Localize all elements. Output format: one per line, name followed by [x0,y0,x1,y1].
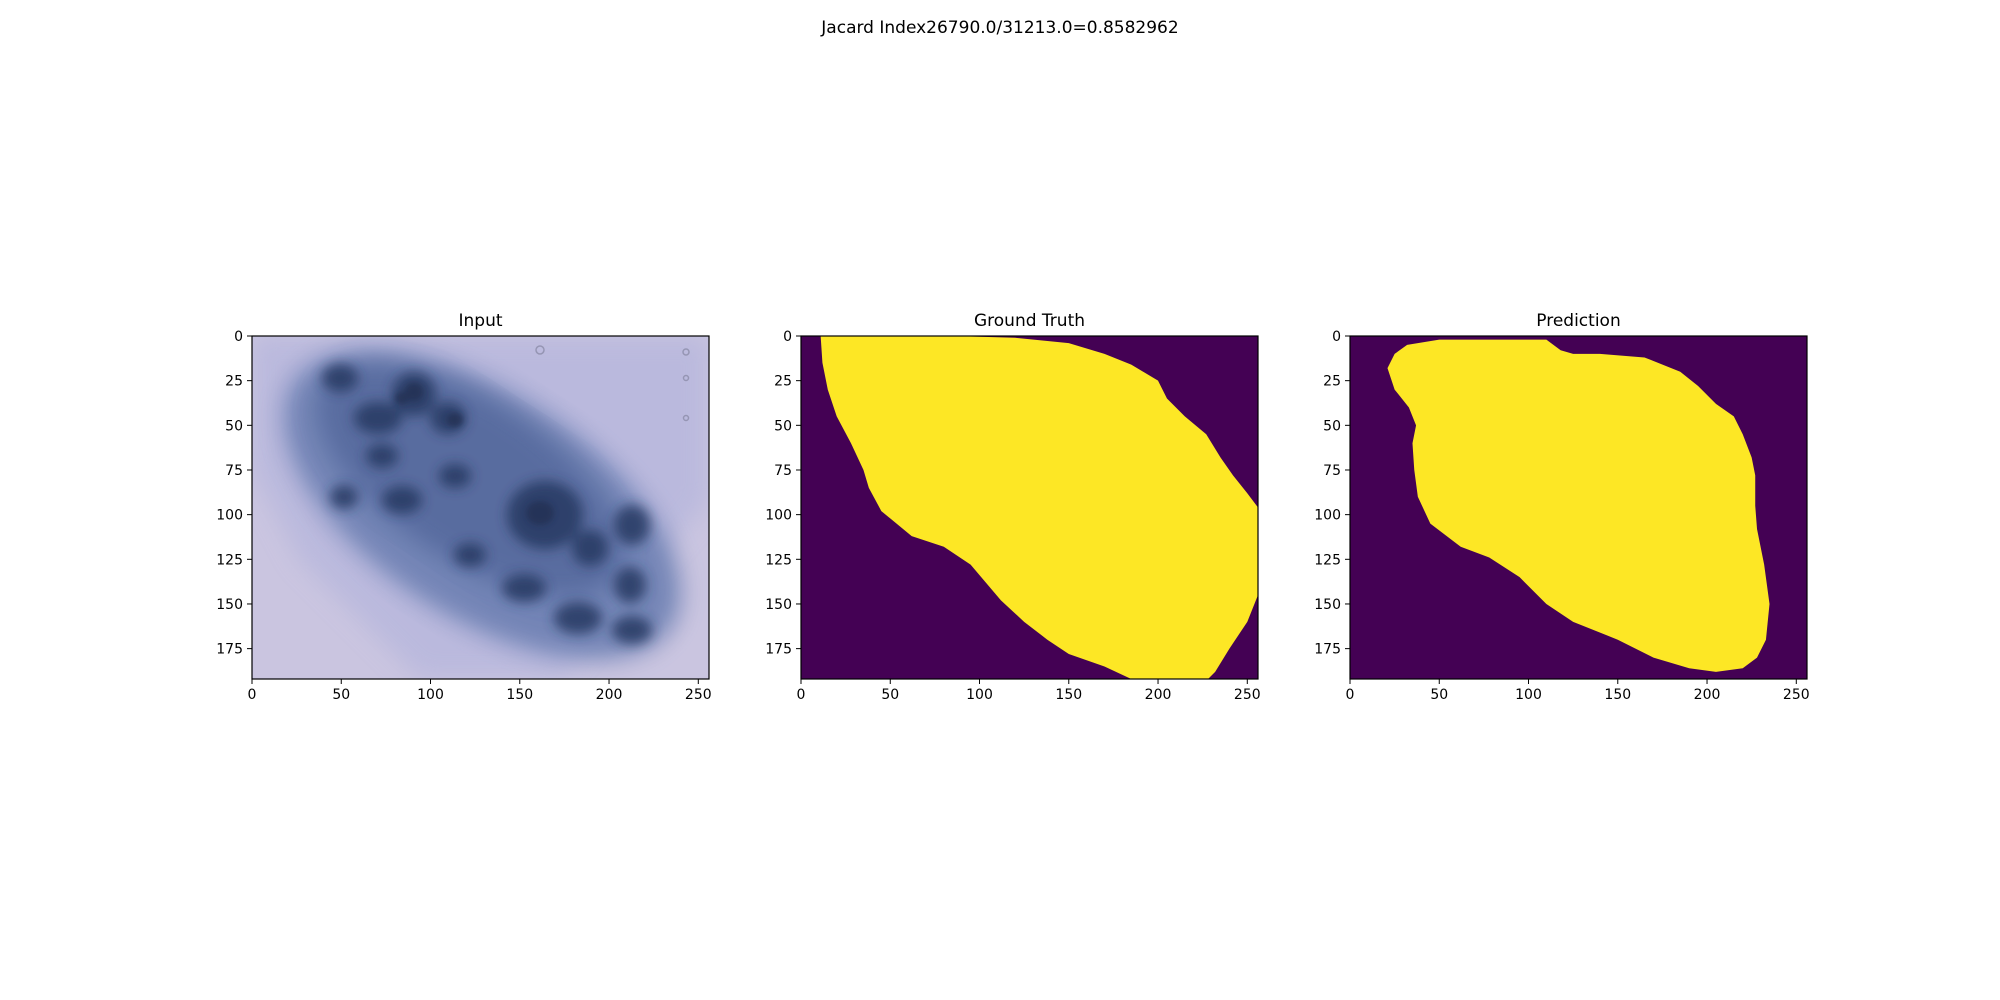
x-tick-label: 150 [1055,687,1082,703]
panel-ground-truth: Ground Truth [801,311,1258,679]
y-tick-label: 175 [765,642,792,658]
y-tick-label: 150 [765,597,792,613]
x-tick-label: 100 [1515,687,1542,703]
panel-title: Prediction [1536,311,1620,331]
panel-prediction: Prediction [1350,311,1807,679]
x-tick-label: 250 [685,687,712,703]
x-tick-label: 0 [797,687,806,703]
x-tick-label: 100 [966,687,993,703]
x-tick-label: 200 [596,687,623,703]
image-artifacts [535,345,690,422]
y-tick-label: 175 [1314,642,1341,658]
x-tick-label: 150 [506,687,533,703]
y-tick-label: 125 [216,552,243,568]
axes-frame [1349,335,1808,680]
axes-frame [251,335,710,680]
panel-input: Input [252,311,709,679]
y-tick-label: 50 [1323,418,1341,434]
x-tick-label: 250 [1234,687,1261,703]
x-tick-label: 100 [417,687,444,703]
panel-title: Ground Truth [974,311,1085,331]
axes-1: 0 50 100 150 200 250 0 25 50 75 100 125 150 175 [765,329,1260,703]
x-tick-label: 150 [1604,687,1631,703]
x-tick-label: 50 [332,687,350,703]
y-tick-label: 75 [774,463,792,479]
x-tick-label: 0 [248,687,257,703]
dermoscopy-image [252,336,709,679]
figure-suptitle: Jacard Index26790.0/31213.0=0.8582962 [820,18,1178,38]
axes-frame [800,335,1259,680]
y-tick-label: 100 [216,508,243,524]
y-tick-label: 50 [225,418,243,434]
axes-0: 0 50 100 150 200 250 0 25 50 75 100 125 150 175 [216,329,711,703]
y-tick-label: 0 [783,329,792,345]
x-tick-label: 250 [1783,687,1810,703]
x-tick-label: 0 [1346,687,1355,703]
mask-region [1387,339,1770,672]
x-tick-label: 50 [881,687,899,703]
axes-2: 0 50 100 150 200 250 0 25 50 75 100 125 150 175 [1314,329,1809,703]
y-tick-label: 125 [765,552,792,568]
x-tick-label: 50 [1430,687,1448,703]
y-tick-label: 75 [1323,463,1341,479]
y-tick-label: 125 [1314,552,1341,568]
y-tick-label: 75 [225,463,243,479]
y-tick-label: 175 [216,642,243,658]
y-tick-label: 150 [1314,597,1341,613]
y-tick-label: 150 [216,597,243,613]
y-tick-label: 0 [234,329,243,345]
y-tick-label: 100 [1314,508,1341,524]
y-tick-label: 100 [765,508,792,524]
panel-title: Input [458,311,502,331]
y-tick-label: 25 [1323,374,1341,390]
x-tick-label: 200 [1694,687,1721,703]
x-tick-label: 200 [1145,687,1172,703]
y-tick-label: 50 [774,418,792,434]
y-tick-label: 25 [225,374,243,390]
mask-region [820,336,1258,679]
y-tick-label: 25 [774,374,792,390]
y-tick-label: 0 [1332,329,1341,345]
